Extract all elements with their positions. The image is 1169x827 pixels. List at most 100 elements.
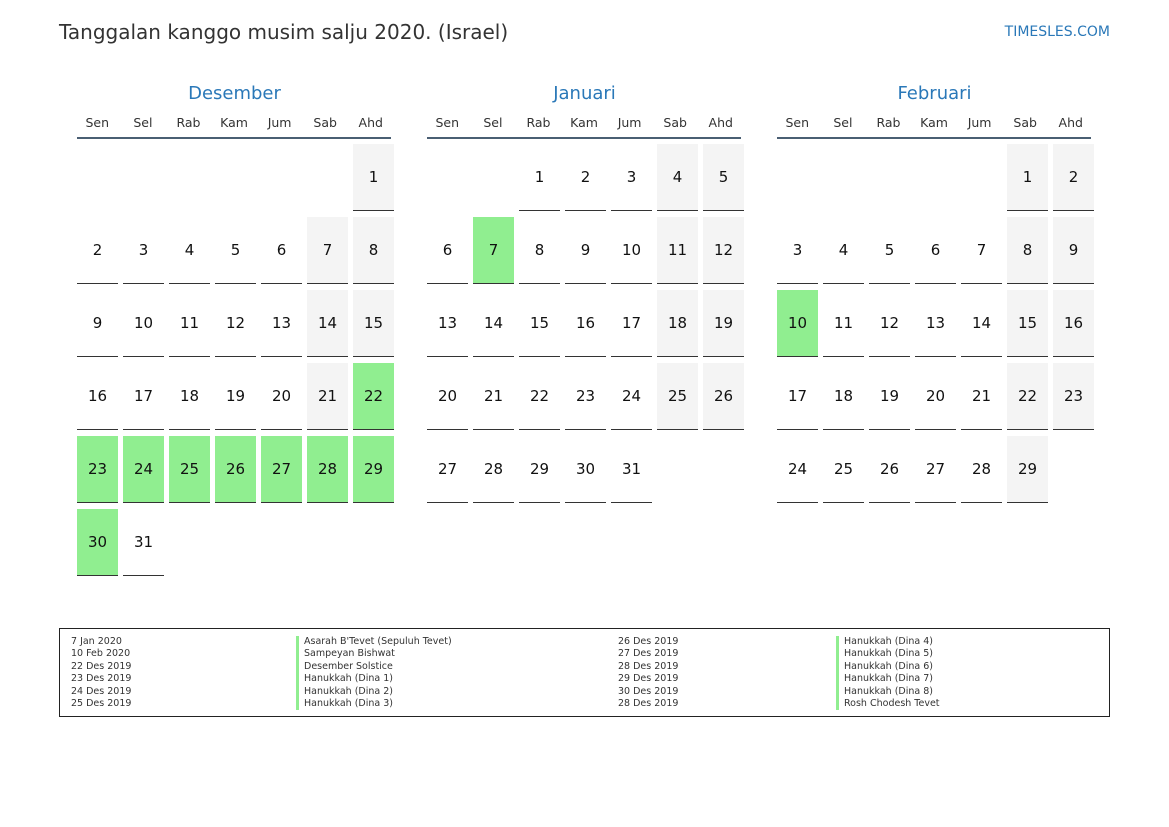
weekday-header: Sen Sel Rab Kam Jum Sab Ahd: [427, 115, 741, 139]
day-cell: 24: [611, 363, 652, 430]
legend-date: 23 Des 2019: [71, 673, 132, 685]
day-cell: 12: [703, 217, 744, 284]
legend-date: 25 Des 2019: [71, 698, 132, 710]
day-cell: 30: [565, 436, 606, 503]
legend-holiday-name: Hanukkah (Dina 3): [296, 698, 452, 711]
day-cell: 20: [261, 363, 302, 430]
day-cell: 11: [169, 290, 210, 357]
legend-holiday-name: Sampeyan Bishwat: [296, 648, 452, 661]
weekday-label: Rab: [526, 115, 551, 130]
day-cell: 14: [307, 290, 348, 357]
day-cell-holiday: 7: [473, 217, 514, 284]
day-cell: 14: [961, 290, 1002, 357]
day-cell-holiday: 25: [169, 436, 210, 503]
weekday-label: Jum: [967, 115, 992, 130]
day-cell: 21: [307, 363, 348, 430]
day-cell: 28: [961, 436, 1002, 503]
day-cell: 14: [473, 290, 514, 357]
month-title: Desember: [188, 83, 281, 104]
legend-date: 7 Jan 2020: [71, 636, 122, 647]
day-cell: 13: [915, 290, 956, 357]
legend-date: 26 Des 2019: [618, 636, 679, 647]
legend-holiday-name: Hanukkah (Dina 7): [836, 673, 940, 686]
day-cell: 13: [427, 290, 468, 357]
day-cell: 3: [777, 217, 818, 284]
day-cell-empty: [169, 144, 210, 211]
legend-holiday-name: Hanukkah (Dina 5): [836, 648, 940, 661]
legend-holiday-name: Hanukkah (Dina 1): [296, 673, 452, 686]
day-cell: 1: [353, 144, 394, 211]
month-title: Januari: [553, 83, 616, 104]
day-cell-empty: [215, 144, 256, 211]
day-cell: 18: [823, 363, 864, 430]
day-cell: 31: [123, 509, 164, 576]
day-cell: 1: [519, 144, 560, 211]
day-cell: 18: [657, 290, 698, 357]
day-cell: 2: [77, 217, 118, 284]
legend-holiday-name: Hanukkah (Dina 2): [296, 685, 452, 699]
day-cell: 9: [565, 217, 606, 284]
day-cell-empty: [869, 144, 910, 211]
day-cell: 24: [777, 436, 818, 503]
legend-date: 27 Des 2019: [618, 648, 679, 660]
day-cell: 25: [823, 436, 864, 503]
legend-holiday-name: Desember Solstice: [296, 660, 452, 674]
day-cell-holiday: 28: [307, 436, 348, 503]
weekday-label: Jum: [617, 115, 642, 130]
day-cell: 5: [215, 217, 256, 284]
day-cell: 3: [123, 217, 164, 284]
weekday-label: Sab: [663, 115, 687, 130]
day-cell-empty: [961, 144, 1002, 211]
day-cell: 8: [519, 217, 560, 284]
site-link[interactable]: TIMESLES.COM: [1004, 24, 1110, 40]
weekday-label: Rab: [176, 115, 201, 130]
day-cell: 2: [565, 144, 606, 211]
month-title: Februari: [897, 83, 972, 104]
day-cell: 31: [611, 436, 652, 503]
weekday-label: Sel: [833, 115, 853, 130]
weekday-label: Sab: [1013, 115, 1037, 130]
day-cell: 22: [1007, 363, 1048, 430]
legend-dates-right: 26 Des 2019 27 Des 2019 28 Des 2019 29 D…: [618, 636, 678, 710]
day-cell: 17: [611, 290, 652, 357]
weekday-label: Sen: [435, 115, 460, 130]
day-cell: 5: [869, 217, 910, 284]
day-cell-empty: [915, 144, 956, 211]
day-grid: 1 2 3 4 5 6 7 8 9 10 11 12 13 14 15 16 17 18 19 20 21 22 23 24 2…: [77, 144, 394, 576]
day-cell: 7: [307, 217, 348, 284]
weekday-label: Sen: [85, 115, 110, 130]
day-cell: 4: [823, 217, 864, 284]
day-cell: 22: [519, 363, 560, 430]
day-cell: 21: [473, 363, 514, 430]
day-cell: 16: [1053, 290, 1094, 357]
day-cell-empty: [123, 144, 164, 211]
day-cell-empty: [823, 144, 864, 211]
day-cell: 29: [519, 436, 560, 503]
day-cell: 12: [215, 290, 256, 357]
weekday-header: Sen Sel Rab Kam Jum Sab Ahd: [77, 115, 391, 139]
legend-date: 28 Des 2019: [618, 660, 679, 672]
day-cell: 10: [611, 217, 652, 284]
day-cell: 26: [869, 436, 910, 503]
day-cell: 23: [565, 363, 606, 430]
day-cell: 29: [1007, 436, 1048, 503]
weekday-label: Jum: [267, 115, 292, 130]
day-cell-empty: [261, 144, 302, 211]
day-cell: 12: [869, 290, 910, 357]
day-cell: 19: [215, 363, 256, 430]
day-grid: 1 2 3 4 5 6 7 8 9 10 11 12 13 14 15 16 17 18 19 20 21 22 23 24 2…: [777, 144, 1094, 503]
day-cell: 27: [915, 436, 956, 503]
legend-date: 10 Feb 2020: [71, 648, 131, 660]
day-cell: 5: [703, 144, 744, 211]
legend-holiday-name: Hanukkah (Dina 8): [836, 685, 940, 699]
day-cell: 9: [1053, 217, 1094, 284]
day-cell: 15: [353, 290, 394, 357]
day-cell: 19: [869, 363, 910, 430]
day-cell: 15: [519, 290, 560, 357]
weekday-header: Sen Sel Rab Kam Jum Sab Ahd: [777, 115, 1091, 139]
day-cell: 26: [703, 363, 744, 430]
day-cell-empty: [427, 144, 468, 211]
